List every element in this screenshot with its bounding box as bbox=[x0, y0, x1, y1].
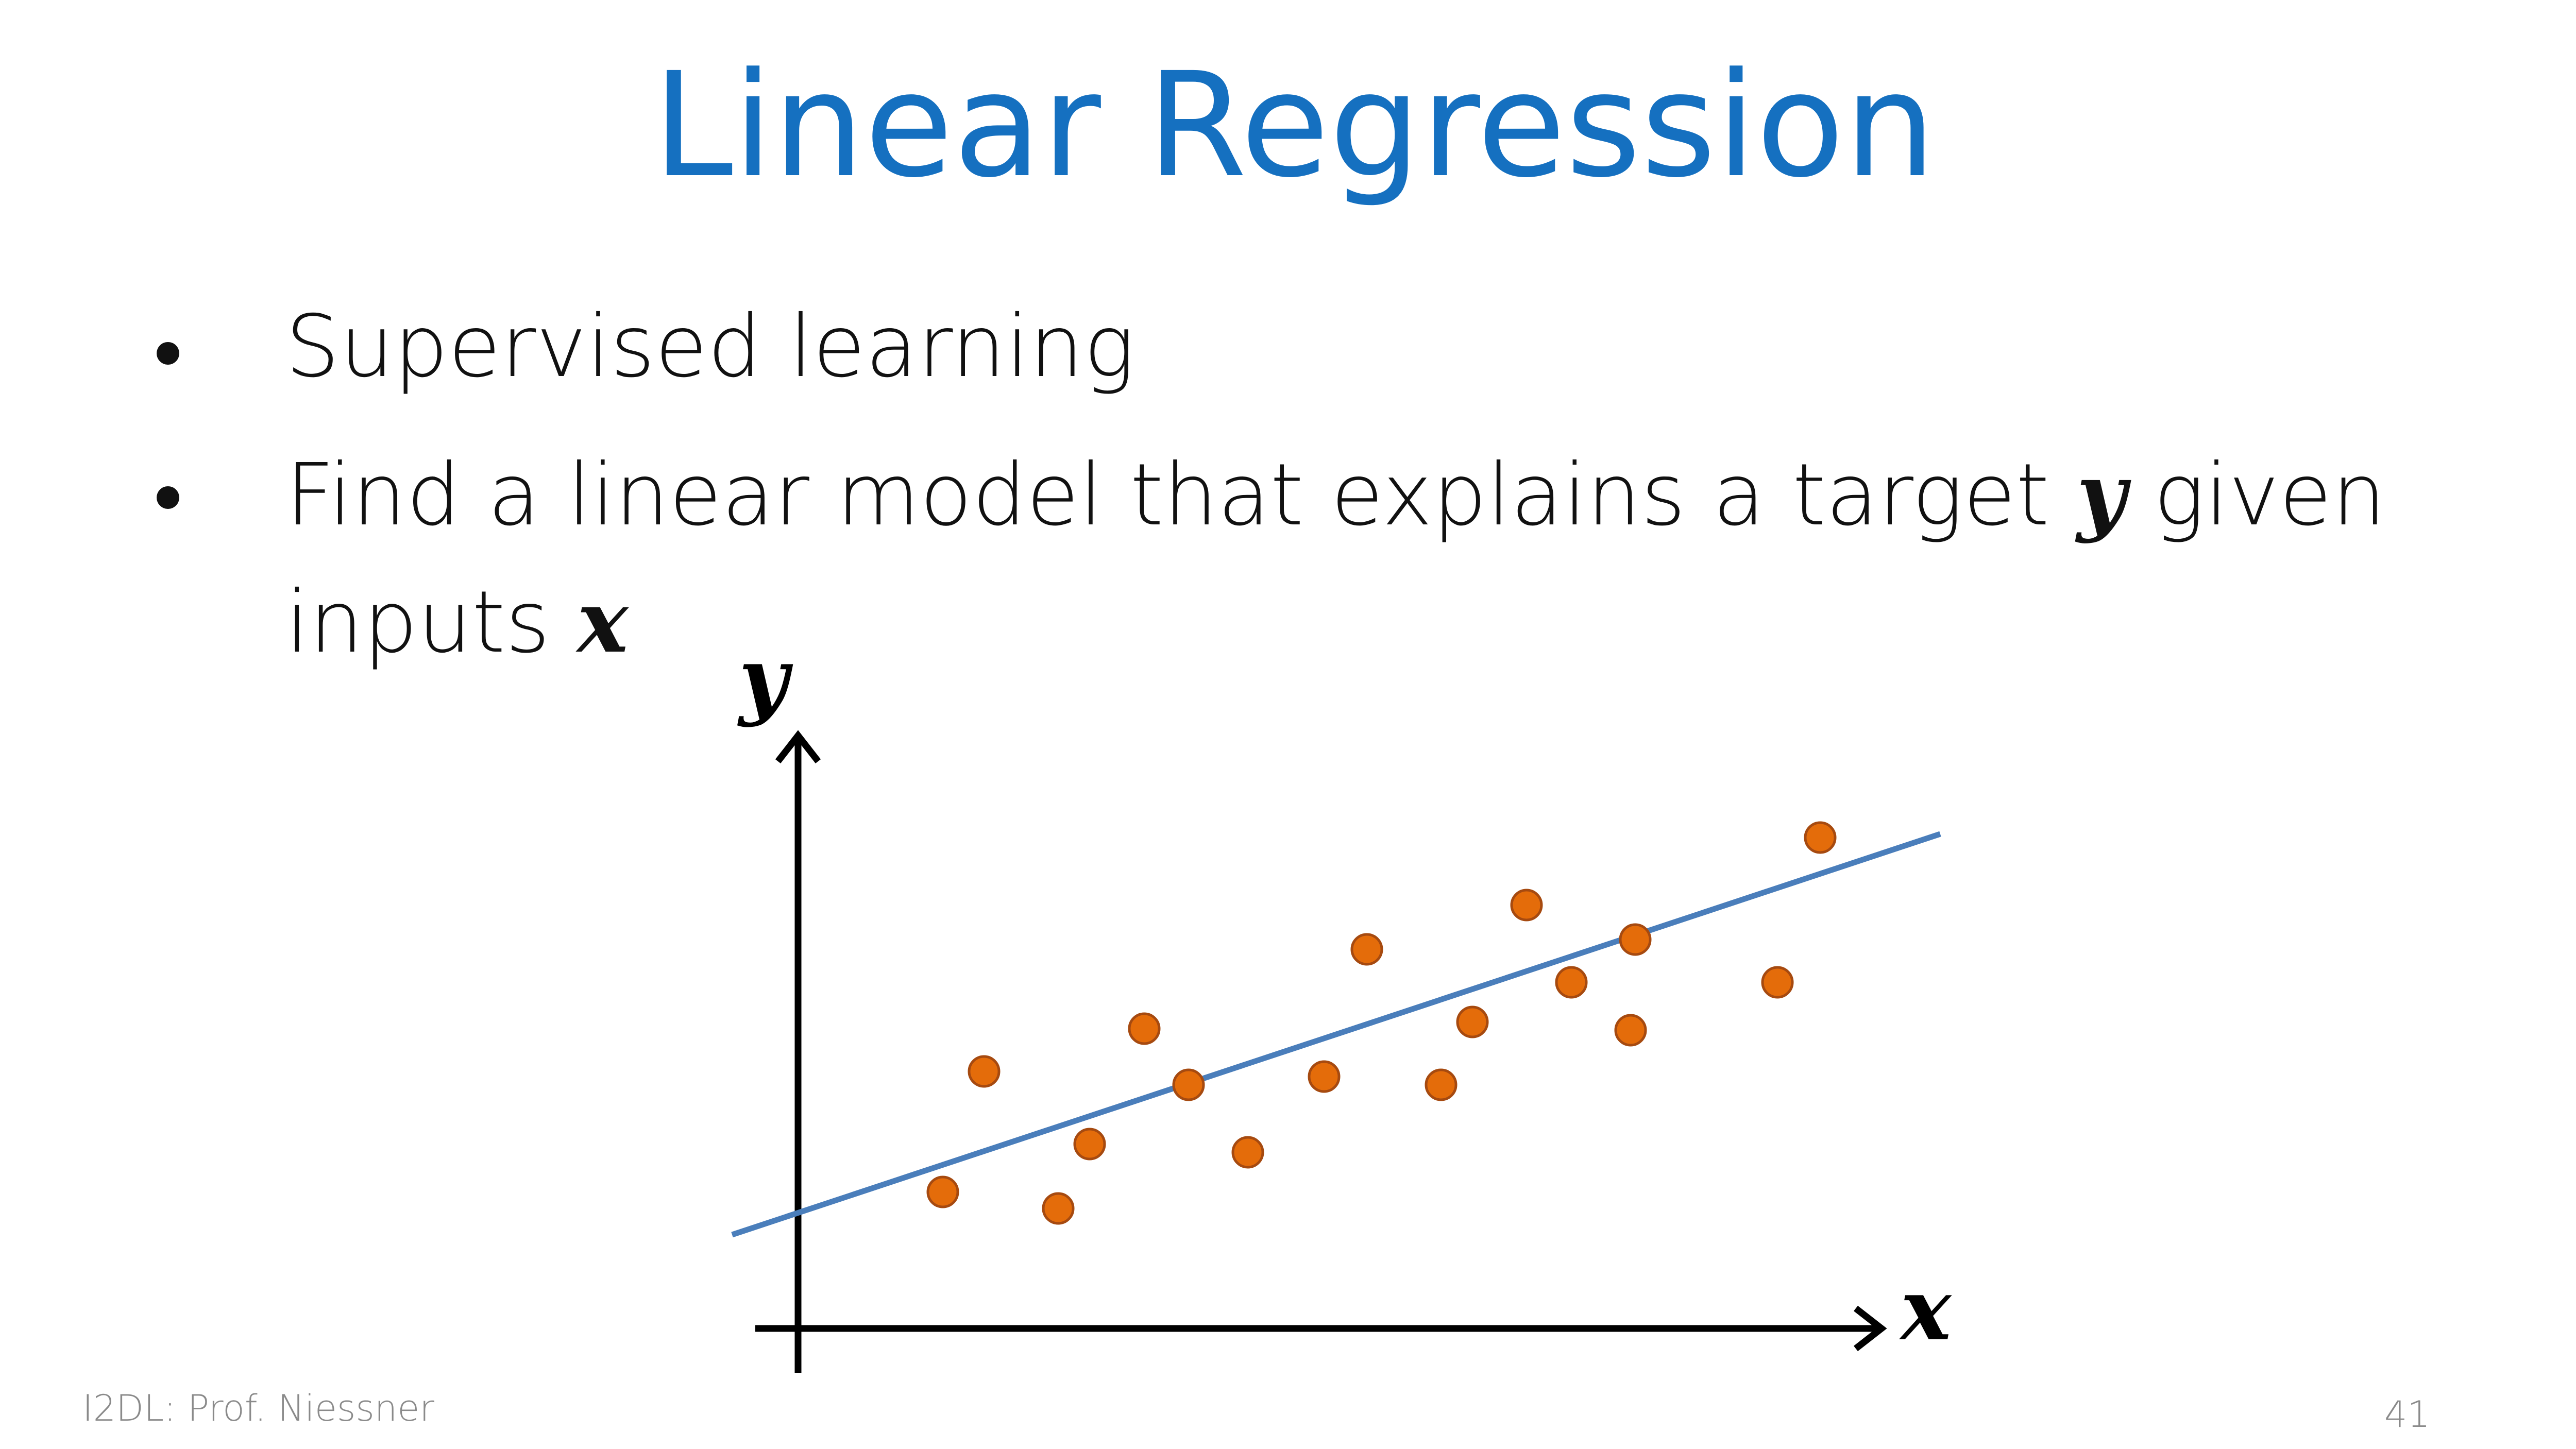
data-point bbox=[926, 1175, 959, 1208]
data-point bbox=[1042, 1192, 1075, 1225]
data-point bbox=[1128, 1012, 1161, 1045]
bullet-dot bbox=[157, 342, 179, 365]
data-point bbox=[1761, 966, 1794, 999]
x-axis-arrow bbox=[1854, 1305, 1887, 1352]
data-point bbox=[1172, 1068, 1205, 1101]
bullet-text: inputs x bbox=[285, 572, 629, 672]
data-point bbox=[1510, 889, 1543, 922]
bullet-text: Supervised learning bbox=[285, 297, 1135, 397]
regression-line bbox=[731, 831, 1941, 1238]
footer-author: I2DL: Prof. Niessner bbox=[82, 1387, 434, 1429]
data-point bbox=[1456, 1005, 1489, 1038]
text-run: inputs bbox=[285, 573, 550, 672]
bullet-text: Find a linear model that explains a targ… bbox=[285, 445, 2386, 545]
bullet-dot bbox=[157, 486, 179, 509]
x-axis-label: x bbox=[1899, 1259, 1952, 1359]
y-axis-arrow bbox=[775, 730, 821, 763]
data-point bbox=[968, 1055, 1001, 1088]
data-point bbox=[1619, 923, 1652, 956]
data-point bbox=[1614, 1014, 1647, 1047]
data-point bbox=[1425, 1068, 1458, 1101]
page-number: 41 bbox=[2384, 1393, 2430, 1436]
data-point bbox=[1073, 1128, 1106, 1161]
slide-title: Linear Regression bbox=[653, 42, 1936, 210]
data-point bbox=[1555, 966, 1588, 999]
math-symbol: x bbox=[575, 572, 629, 672]
y-axis-label: y bbox=[737, 628, 793, 728]
regression-figure: y x bbox=[731, 628, 1952, 1373]
data-point bbox=[1350, 933, 1383, 966]
data-points bbox=[926, 821, 1837, 1225]
data-point bbox=[1231, 1136, 1264, 1169]
text-run: given bbox=[2154, 446, 2386, 545]
text-run: Find a linear model that explains a targ… bbox=[285, 446, 2049, 545]
data-point bbox=[1804, 821, 1837, 854]
math-symbol: y bbox=[2075, 445, 2131, 545]
data-point bbox=[1308, 1060, 1341, 1093]
